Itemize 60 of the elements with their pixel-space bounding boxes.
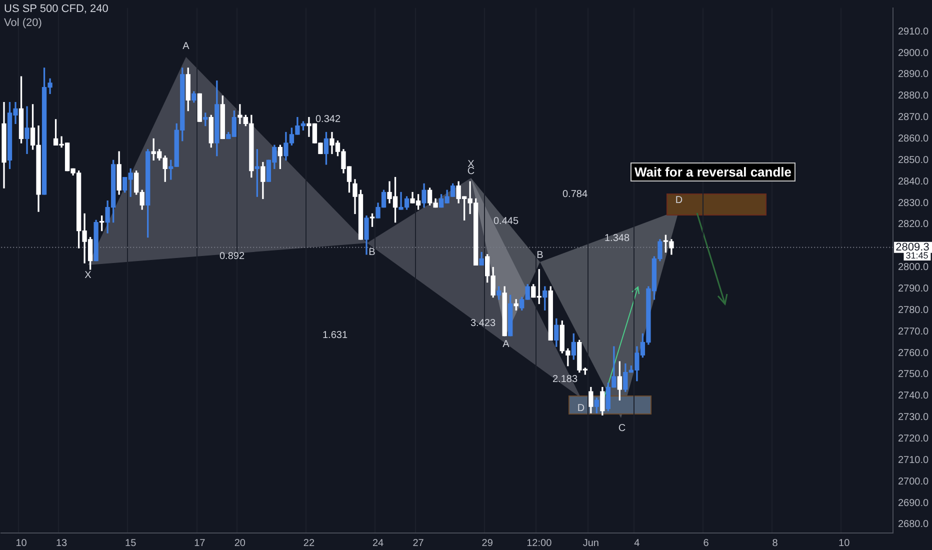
y-tick-label: 2840.0	[898, 176, 930, 188]
x-tick-label: 24	[372, 538, 384, 549]
x-tick-label: 12:00	[526, 538, 552, 549]
y-tick-label: 2800.0	[898, 262, 930, 274]
annotation: 1.348	[604, 233, 630, 244]
annotation: X	[84, 270, 92, 281]
x-tick-label: 15	[125, 538, 137, 549]
annotation: A	[502, 339, 510, 350]
x-tick-label: 29	[482, 538, 494, 549]
ref-line-label: 2809.3	[896, 241, 930, 254]
annotation: 3.423	[470, 318, 496, 329]
text: Vol (20)	[4, 17, 42, 29]
y-tick-label: 2880.0	[898, 90, 930, 102]
y-tick-label: 2790.0	[898, 283, 930, 294]
text: 31:45	[904, 250, 930, 260]
y-tick-label: 2700.0	[898, 476, 930, 488]
y-tick-label: 2890.0	[898, 69, 930, 80]
y-tick-label: 2850.0	[898, 154, 930, 166]
y-tick-label: 2820.0	[898, 219, 930, 230]
annotation: 0.342	[315, 114, 341, 125]
annotation: D	[675, 195, 683, 206]
y-tick-label: 2830.0	[898, 198, 930, 209]
x-tick-label: 10	[16, 538, 28, 549]
x-tick-label: 4	[634, 538, 640, 549]
annotation: B	[368, 247, 376, 258]
y-tick-label: 2910.0	[898, 26, 930, 38]
y-tick-label: 2770.0	[898, 326, 930, 338]
annotation: 0.784	[562, 189, 588, 200]
candlestick	[24, 106, 30, 154]
y-tick-label: 2860.0	[898, 133, 930, 144]
y-tick-label: 2690.0	[898, 498, 930, 509]
y-tick-label: 2680.0	[898, 519, 930, 530]
annotation: 2.183	[552, 374, 578, 385]
y-tick-label: 2710.0	[898, 454, 930, 466]
x-tick-label: 8	[772, 538, 778, 549]
annotation: A	[182, 41, 190, 52]
y-tick-label: 2900.0	[898, 48, 930, 59]
y-tick-label: 2730.0	[898, 412, 930, 424]
annotation: Wait for a reversal candle	[630, 162, 796, 182]
annotation: B	[536, 250, 544, 261]
y-tick-label: 2780.0	[898, 304, 930, 316]
x-tick-label: 22	[303, 538, 315, 549]
annotation: C	[618, 423, 626, 434]
y-tick-label: 2760.0	[898, 348, 930, 359]
annotation: D	[577, 403, 585, 414]
x-tick-label: Jun	[582, 538, 599, 549]
x-tick-label: 27	[412, 538, 424, 549]
annotation: 0.892	[219, 251, 245, 262]
annotation: 1.631	[322, 330, 348, 341]
annotation: 0.445	[493, 216, 519, 227]
y-tick-label: 2740.0	[898, 390, 930, 402]
chart-title: US SP 500 CFD, 240	[4, 3, 108, 15]
x-tick-label: 6	[703, 538, 710, 549]
x-tick-label: 17	[194, 538, 206, 549]
y-tick-label: 2720.0	[898, 433, 930, 444]
x-tick-label: 10	[838, 538, 850, 549]
y-tick-label: 2870.0	[898, 112, 930, 124]
x-tick-label: 13	[56, 538, 68, 549]
y-tick-label: 2750.0	[898, 369, 930, 380]
x-tick-label: 20	[234, 538, 246, 549]
